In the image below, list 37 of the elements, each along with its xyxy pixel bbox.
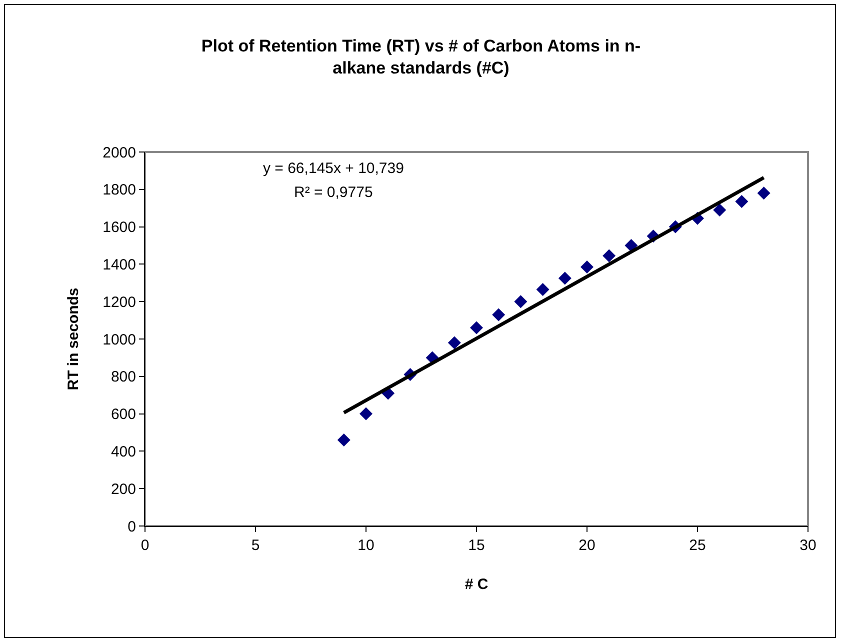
annotation: y = 66,145x + 10,739 [263, 160, 404, 177]
y-tick-label: 0 [128, 518, 136, 536]
y-tick-label: 800 [110, 368, 136, 386]
x-tick-label: 10 [358, 537, 374, 554]
point [558, 272, 572, 285]
point [713, 203, 726, 216]
point [360, 407, 372, 420]
y-tick-label: 1600 [102, 219, 136, 236]
point [602, 249, 616, 262]
y-axis-title: RT in seconds [64, 288, 82, 390]
y-tick-label: 200 [110, 480, 136, 498]
y-tick-label: 400 [110, 443, 136, 460]
x-tick-label: 0 [140, 537, 150, 554]
point [580, 260, 594, 274]
x-tick-label: 30 [800, 537, 816, 554]
x-tick-label: 25 [689, 537, 706, 554]
x-tick-label: 5 [251, 537, 260, 554]
y-tick-label: 2000 [102, 144, 136, 162]
point [735, 195, 748, 208]
x-tick-label: 15 [468, 537, 485, 554]
point [470, 321, 483, 334]
point [514, 295, 528, 308]
annotation: R² = 0,9775 [294, 184, 373, 201]
y-tick-label: 1200 [102, 294, 136, 311]
point [624, 239, 638, 252]
point [448, 336, 461, 350]
x-axis-title: # C [464, 576, 488, 593]
point [536, 282, 550, 296]
point [337, 433, 350, 446]
y-tick-label: 1800 [102, 182, 136, 199]
y-tick-label: 1000 [102, 331, 136, 348]
chart-title: Plot of Retention Time (RT) vs # of Carbon Atoms in n-alkane standards (#C) [201, 36, 641, 78]
point [757, 186, 770, 200]
y-tick-label: 600 [110, 406, 136, 424]
x-tick-label: 20 [578, 537, 596, 554]
point [492, 308, 506, 322]
y-tick-label: 1400 [102, 256, 136, 274]
